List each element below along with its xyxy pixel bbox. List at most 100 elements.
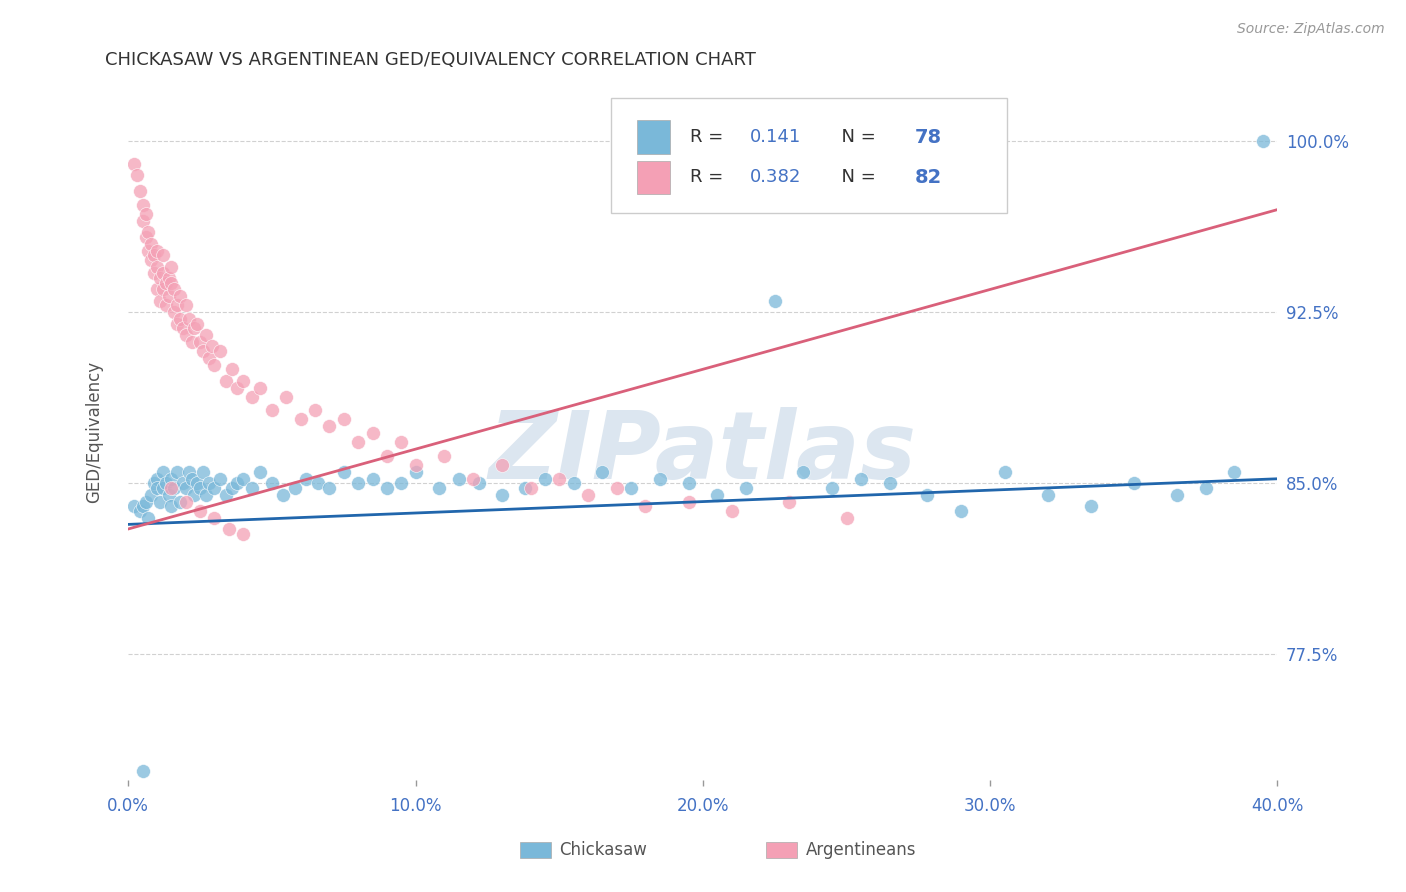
Point [204,510,226,524]
Point [177,465,200,479]
Point [276,390,298,404]
Point [993,465,1015,479]
Point [174,481,197,495]
Point [534,472,557,486]
Point [513,481,536,495]
Point [143,267,166,281]
Point [146,244,169,258]
Point [591,465,613,479]
Point [648,472,671,486]
Point [135,230,157,244]
Text: Source: ZipAtlas.com: Source: ZipAtlas.com [1237,22,1385,37]
Point [152,267,174,281]
Point [149,494,172,508]
Point [163,282,186,296]
Point [209,472,232,486]
Point [152,465,174,479]
Point [634,499,657,513]
Point [405,465,427,479]
Point [204,481,226,495]
Point [191,344,214,359]
Point [307,476,329,491]
Point [1251,134,1274,148]
Point [146,481,169,495]
Point [447,472,470,486]
Point [141,236,163,251]
Point [143,248,166,262]
Point [166,298,188,312]
Point [197,351,219,365]
Point [166,317,188,331]
Point [131,214,153,228]
Point [389,435,412,450]
Point [186,317,208,331]
Point [720,504,742,518]
Point [318,419,340,434]
Point [620,481,643,495]
Point [131,499,153,513]
Point [191,465,214,479]
Point [146,260,169,274]
Point [149,293,172,308]
Point [143,476,166,491]
Point [204,358,226,372]
Point [155,298,177,312]
Point [135,494,157,508]
Text: 0.141: 0.141 [749,128,801,146]
FancyBboxPatch shape [637,161,669,194]
Point [180,472,202,486]
Point [226,380,249,394]
Point [221,481,243,495]
Point [138,226,160,240]
Point [183,488,205,502]
Point [1122,476,1144,491]
Point [138,510,160,524]
Point [284,481,307,495]
Point [778,494,800,508]
Point [152,481,174,495]
Point [122,157,145,171]
Point [915,488,938,502]
Text: ZIPatlas: ZIPatlas [489,407,917,499]
Point [152,248,174,262]
Point [491,458,513,472]
Point [1195,481,1218,495]
Point [318,481,340,495]
Point [260,476,283,491]
Point [169,289,191,303]
Point [333,465,356,479]
Point [169,312,191,326]
Point [122,499,145,513]
Text: R =: R = [690,128,730,146]
FancyBboxPatch shape [637,120,669,153]
Point [290,412,312,426]
Point [606,481,628,495]
Point [226,476,249,491]
Point [468,476,491,491]
Point [304,403,326,417]
Point [201,339,224,353]
Point [347,435,370,450]
Point [160,276,183,290]
Point [562,476,585,491]
Point [950,504,973,518]
Point [188,334,211,349]
Point [519,481,541,495]
Point [706,488,728,502]
Point [821,481,844,495]
Point [131,764,153,778]
Point [186,476,208,491]
Point [1080,499,1102,513]
Point [155,476,177,491]
Point [172,476,194,491]
Point [138,244,160,258]
Point [174,298,197,312]
Point [180,334,202,349]
Point [433,449,456,463]
FancyBboxPatch shape [612,98,1008,213]
Point [333,412,356,426]
Text: N =: N = [831,169,882,186]
Point [177,312,200,326]
Point [375,449,398,463]
Point [183,321,205,335]
